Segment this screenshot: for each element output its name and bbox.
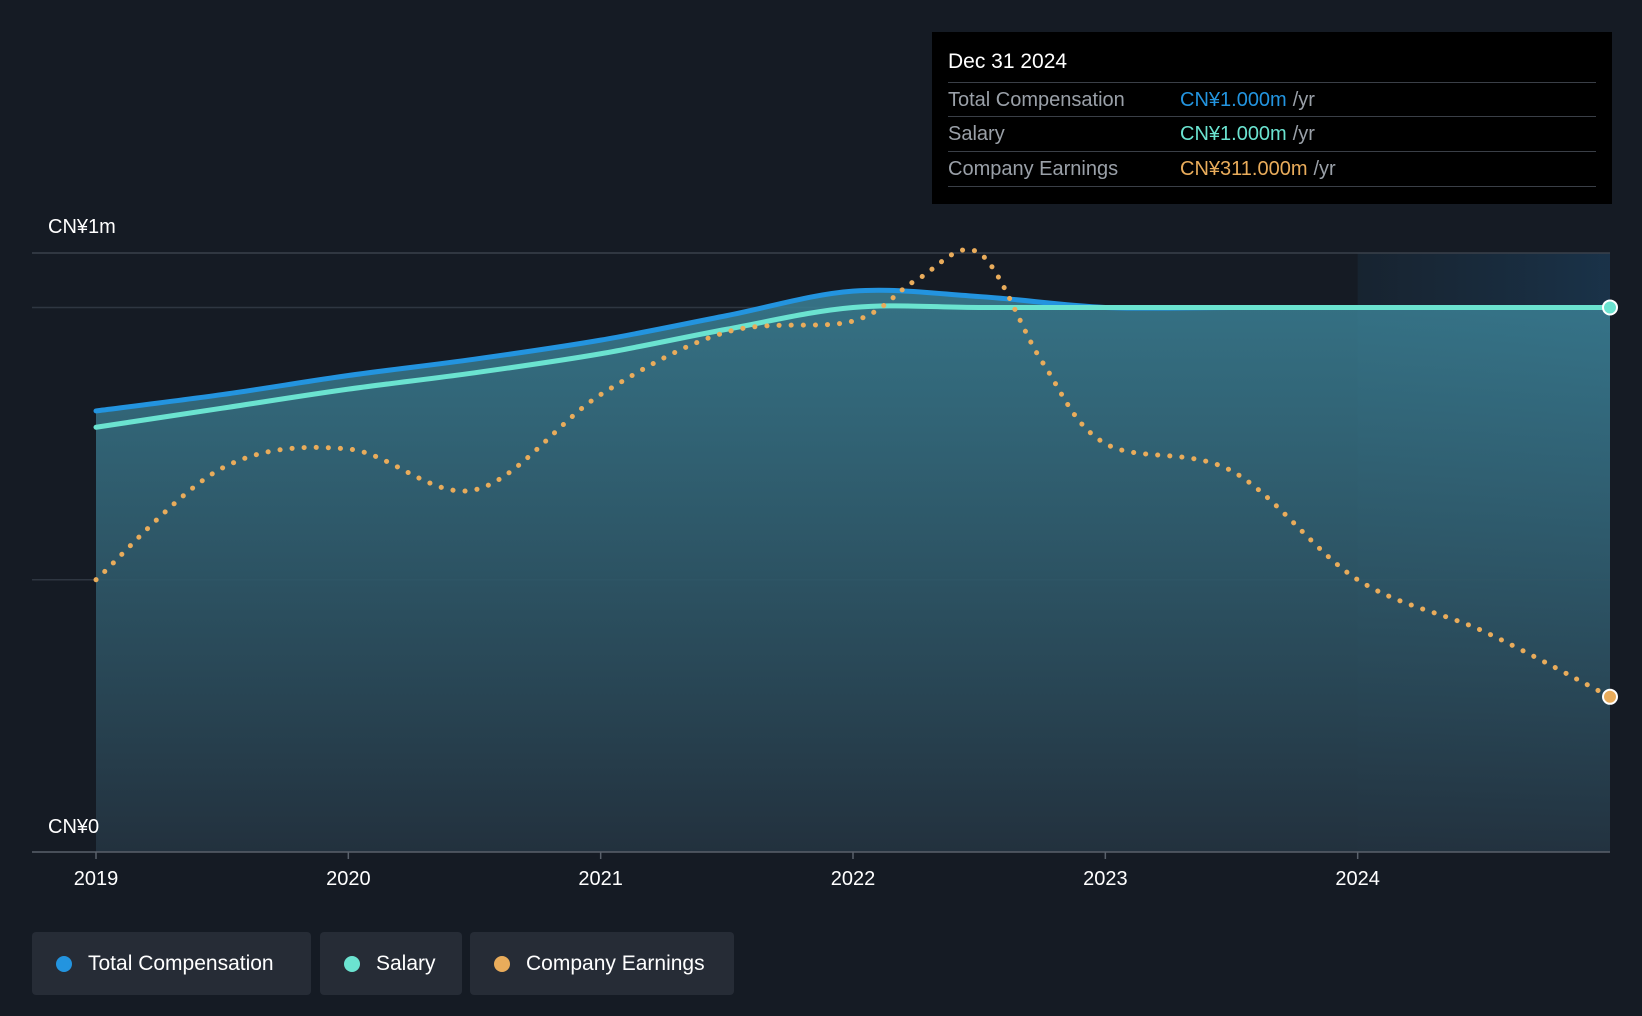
legend-company-earnings[interactable]: Company Earnings — [470, 932, 734, 995]
x-tick-label: 2022 — [831, 868, 876, 890]
tooltip-value: CN¥1.000m/yr — [1180, 89, 1315, 112]
tooltip-unit: /yr — [1292, 89, 1315, 111]
total-compensation-area — [96, 290, 1610, 852]
legend-salary[interactable]: Salary — [320, 932, 462, 995]
legend-dot-icon — [56, 955, 72, 972]
salary-endpoint — [1602, 299, 1618, 316]
tooltip-row-salary: Salary CN¥1.000m/yr — [948, 116, 1596, 151]
tooltip: Dec 31 2024 Total Compensation CN¥1.000m… — [932, 32, 1612, 204]
tooltip-label: Company Earnings — [948, 158, 1119, 180]
legend-label: Salary — [376, 951, 436, 975]
tooltip-label: Salary — [948, 123, 1005, 145]
x-tick-label: 2023 — [1083, 868, 1128, 890]
y-axis-min-label: CN¥0 — [48, 816, 100, 838]
tooltip-value: CN¥311.000m/yr — [1180, 158, 1336, 181]
legend-label: Company Earnings — [526, 951, 705, 975]
tooltip-amount: CN¥1.000m — [1180, 89, 1287, 111]
company-earnings-line — [93, 247, 1613, 700]
tooltip-value: CN¥1.000m/yr — [1180, 123, 1315, 146]
tooltip-row-company-earnings: Company Earnings CN¥311.000m/yr — [948, 151, 1596, 186]
tooltip-amount: CN¥311.000m — [1180, 158, 1308, 180]
legend-dot-icon — [344, 955, 360, 972]
tooltip-amount: CN¥1.000m — [1180, 123, 1287, 145]
salary-line — [93, 303, 1613, 430]
tooltip-row-total-compensation: Total Compensation CN¥1.000m/yr — [948, 82, 1596, 117]
tooltip-unit: /yr — [1313, 158, 1336, 180]
x-tick-label: 2019 — [74, 868, 119, 890]
tooltip-divider — [948, 186, 1596, 187]
y-axis-max-label: CN¥1m — [48, 216, 116, 238]
legend-total-compensation[interactable]: Total Compensation — [32, 932, 311, 995]
x-tick-label: 2020 — [326, 868, 371, 890]
company-earnings-endpoint — [1602, 688, 1618, 705]
tooltip-date: Dec 31 2024 — [948, 50, 1068, 73]
legend-label: Total Compensation — [88, 951, 274, 975]
tooltip-unit: /yr — [1292, 123, 1315, 145]
tooltip-label: Total Compensation — [948, 89, 1125, 111]
legend-dot-icon — [494, 955, 510, 972]
x-tick-label: 2021 — [578, 868, 623, 890]
x-tick-label: 2024 — [1335, 868, 1380, 890]
